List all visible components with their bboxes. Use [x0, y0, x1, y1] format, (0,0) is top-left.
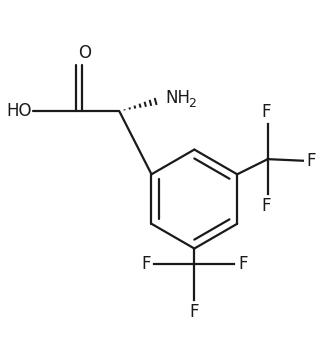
- Text: F: F: [238, 255, 248, 273]
- Text: HO: HO: [6, 102, 32, 120]
- Text: F: F: [190, 303, 199, 321]
- Text: NH: NH: [166, 90, 191, 108]
- Text: F: F: [307, 152, 316, 170]
- Text: F: F: [141, 255, 151, 273]
- Text: 2: 2: [188, 98, 197, 110]
- Text: F: F: [261, 103, 271, 121]
- Text: F: F: [261, 197, 271, 215]
- Text: O: O: [78, 44, 91, 62]
